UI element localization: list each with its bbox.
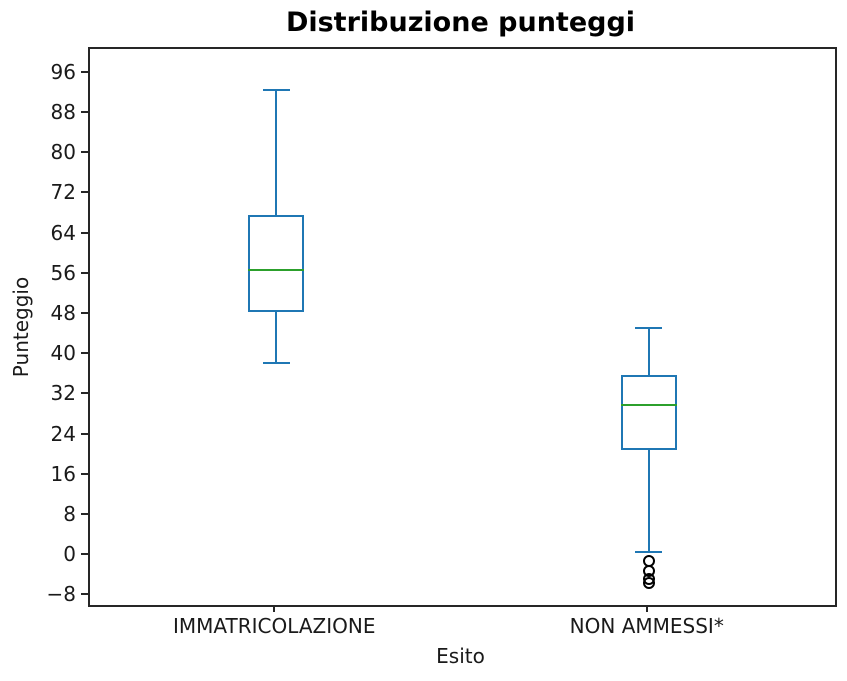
plot-area xyxy=(88,47,837,607)
y-tick-mark xyxy=(81,231,88,234)
whisker-upper-line xyxy=(647,328,650,376)
y-tick-mark xyxy=(81,392,88,395)
y-tick-label: 56 xyxy=(50,260,76,285)
y-tick-mark xyxy=(81,593,88,596)
y-tick-label: 0 xyxy=(63,542,76,567)
y-tick-mark xyxy=(81,271,88,274)
whisker-upper-cap xyxy=(262,88,290,91)
y-tick-label: 24 xyxy=(50,421,76,446)
x-tick-mark xyxy=(645,605,648,612)
x-axis-label: Esito xyxy=(436,644,485,668)
whisker-upper-line xyxy=(275,89,278,216)
median-line xyxy=(248,268,305,271)
y-tick-label: 88 xyxy=(50,99,76,124)
x-tick-label: IMMATRICOLAZIONE xyxy=(173,614,376,638)
whisker-lower-line xyxy=(275,312,278,364)
y-tick-mark xyxy=(81,472,88,475)
y-tick-label: 8 xyxy=(63,502,76,527)
y-tick-mark xyxy=(81,352,88,355)
x-tick-label: NON AMMESSI* xyxy=(569,614,724,638)
outlier-point xyxy=(642,576,655,589)
y-tick-label: −8 xyxy=(46,582,76,607)
y-tick-mark xyxy=(81,151,88,154)
whisker-lower-line xyxy=(647,449,650,553)
box xyxy=(620,375,677,450)
y-tick-label: 48 xyxy=(50,300,76,325)
y-tick-label: 64 xyxy=(50,220,76,245)
y-tick-label: 32 xyxy=(50,381,76,406)
y-tick-label: 80 xyxy=(50,140,76,165)
y-tick-mark xyxy=(81,553,88,556)
y-tick-label: 40 xyxy=(50,341,76,366)
chart-title: Distribuzione punteggi xyxy=(285,7,636,38)
y-tick-mark xyxy=(81,311,88,314)
whisker-lower-cap xyxy=(635,551,663,554)
y-tick-label: 72 xyxy=(50,180,76,205)
whisker-lower-cap xyxy=(262,362,290,365)
box xyxy=(248,215,305,313)
x-tick-mark xyxy=(273,605,276,612)
y-tick-label: 16 xyxy=(50,461,76,486)
y-tick-mark xyxy=(81,70,88,73)
y-tick-mark xyxy=(81,110,88,113)
y-tick-mark xyxy=(81,513,88,516)
whisker-upper-cap xyxy=(635,327,663,329)
y-tick-mark xyxy=(81,432,88,435)
y-tick-label: 96 xyxy=(50,59,76,84)
median-line xyxy=(620,404,677,407)
y-tick-mark xyxy=(81,191,88,194)
